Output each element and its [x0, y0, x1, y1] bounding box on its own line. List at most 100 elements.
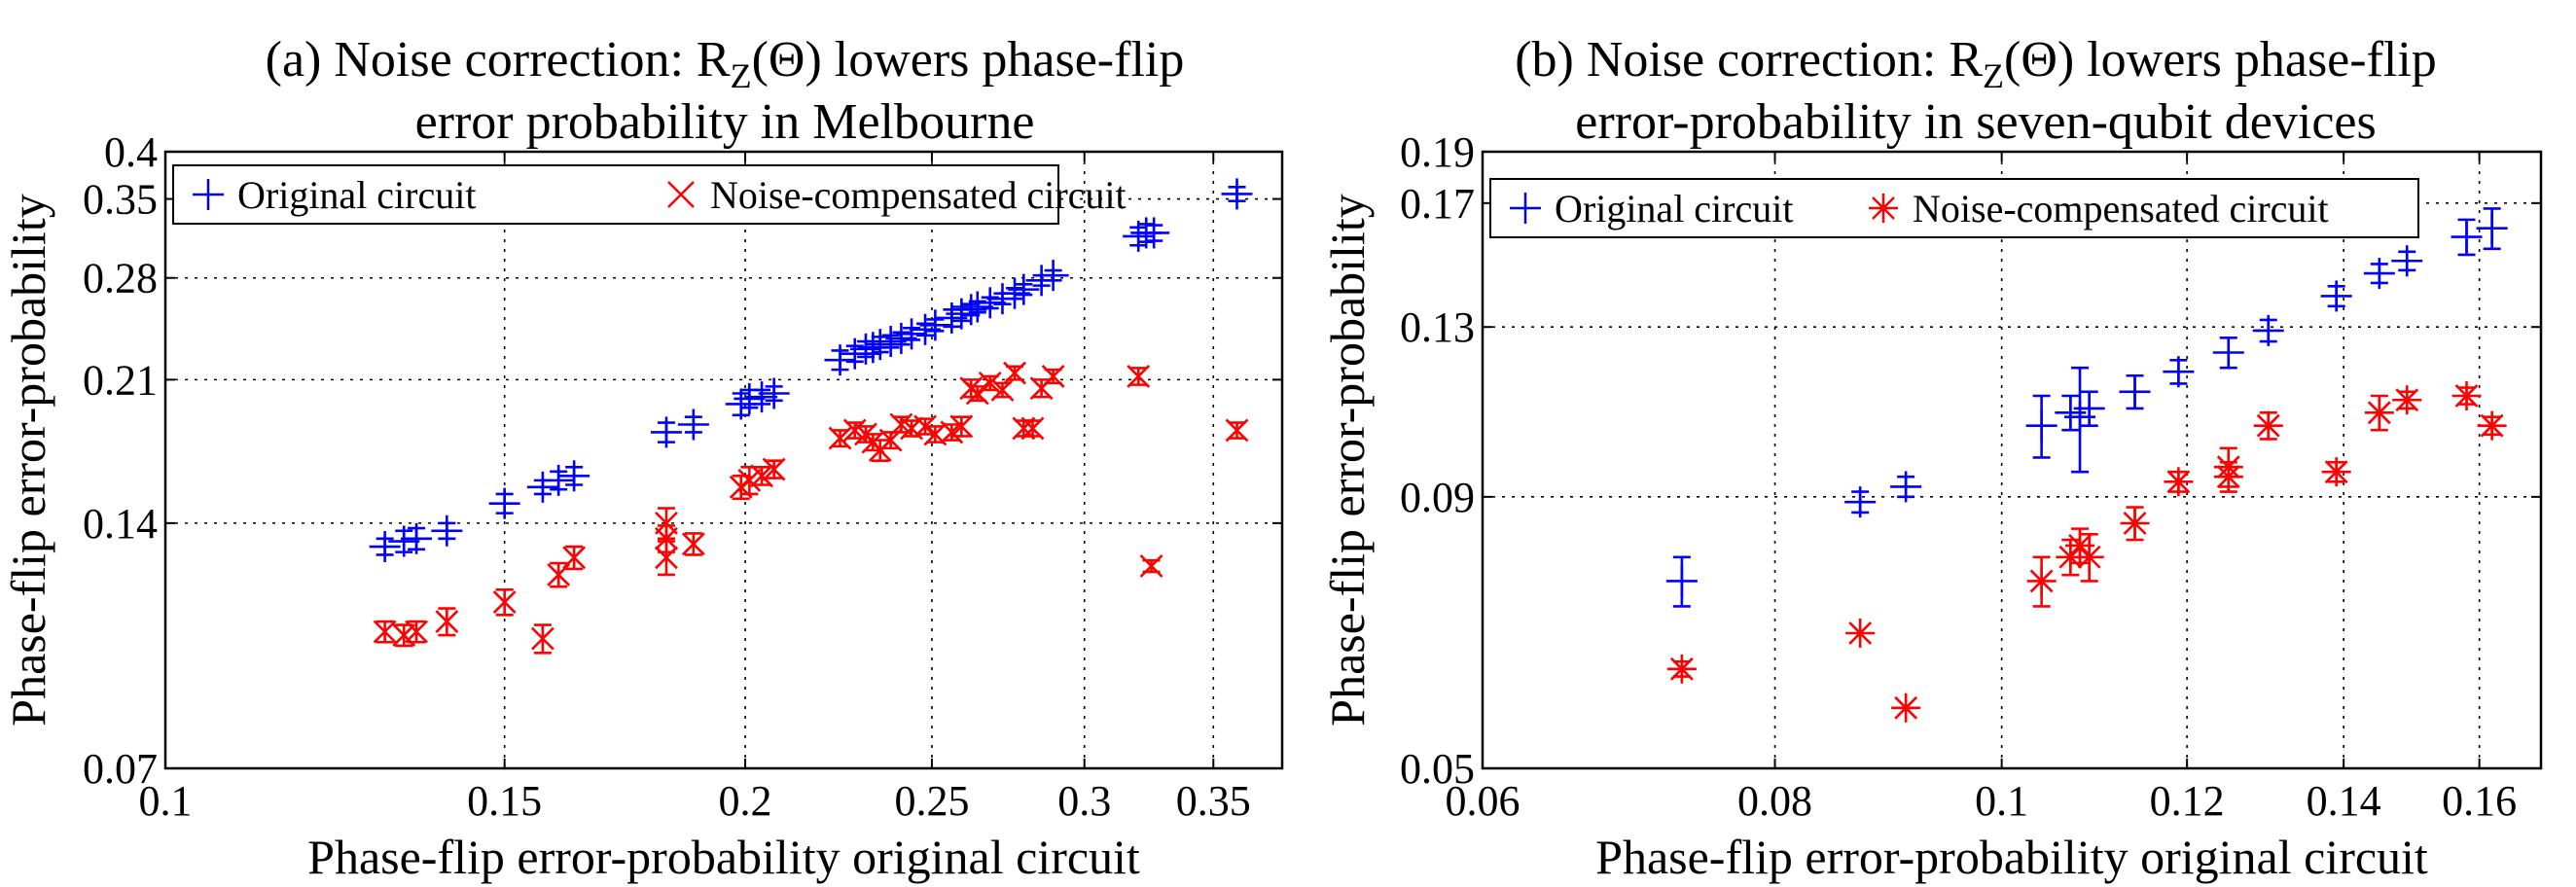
y-tick-label: 0.14	[83, 500, 158, 548]
series-original	[369, 178, 1253, 563]
data-point	[2253, 410, 2283, 441]
data-point	[1845, 619, 1876, 649]
data-point	[488, 487, 520, 519]
data-point	[401, 522, 433, 554]
data-point	[1891, 692, 1921, 723]
axis-ticks: 0.06 0.08 0.1 0.12 0.14 0.16 0.05 0.09 0.13 0.170…	[1400, 128, 2541, 825]
data-point	[737, 466, 762, 496]
x-tick-label: 0.16	[2442, 777, 2517, 825]
data-point	[2252, 314, 2284, 346]
data-point	[2212, 337, 2244, 370]
data-point	[733, 382, 766, 414]
x-axis-label: Phase-flip error-probability original ci…	[307, 830, 1140, 884]
x-tick-label: 0.1	[139, 777, 193, 825]
data-point	[2363, 258, 2395, 290]
data-point	[2477, 410, 2507, 441]
x-tick-label: 0.3	[1057, 777, 1111, 825]
data-point	[2321, 457, 2351, 487]
legend-marker-compensated	[1869, 194, 1898, 223]
data-point	[2074, 533, 2104, 583]
y-tick-label: 0.35	[83, 176, 158, 224]
data-point	[978, 371, 1002, 395]
y-tick-label: 0.09	[1400, 474, 1475, 521]
data-point	[526, 471, 558, 503]
data-point	[919, 309, 951, 341]
data-point	[839, 337, 871, 370]
chart-title-line2: error-probability in seven-qubit devices	[1575, 94, 2376, 150]
chart-title-line1: (a) Noise correction: RZ(Θ) lowers phase…	[266, 32, 1185, 95]
data-point	[681, 532, 705, 556]
data-point	[2120, 506, 2150, 542]
data-point	[990, 378, 1015, 402]
data-point	[1139, 554, 1163, 578]
data-point	[2451, 380, 2482, 410]
y-tick-label: 0.28	[83, 255, 158, 302]
data-point	[750, 464, 774, 488]
chart-title-line1: (b) Noise correction: RZ(Θ) lowers phase…	[1515, 32, 2437, 95]
data-point	[388, 525, 420, 557]
data-point	[746, 381, 778, 413]
data-point	[369, 531, 401, 563]
data-point	[758, 377, 790, 409]
data-point	[435, 607, 459, 637]
y-tick-label: 0.05	[1400, 745, 1475, 793]
plot-area-frame	[1481, 150, 2543, 770]
data-point	[1037, 260, 1069, 292]
y-tick-label: 0.17	[1400, 180, 1475, 228]
data-point	[2391, 245, 2423, 277]
data-point	[1020, 416, 1045, 441]
data-point	[431, 514, 463, 547]
legend-marker-original	[1510, 193, 1541, 224]
data-point	[900, 416, 923, 441]
data-point	[2364, 394, 2394, 432]
data-point	[1041, 365, 1065, 388]
series-compensated	[373, 361, 1249, 655]
x-tick-label: 0.08	[1737, 777, 1812, 825]
data-point	[650, 416, 682, 448]
data-point	[373, 620, 397, 644]
y-tick-label: 0.07	[83, 745, 158, 793]
data-point	[562, 545, 587, 571]
data-point	[2073, 390, 2105, 427]
data-point	[2025, 394, 2057, 459]
data-point	[1844, 486, 1877, 518]
y-tick-label: 0.19	[1400, 128, 1475, 176]
legend-label-compensated: Noise-compensated circuit	[710, 173, 1127, 217]
data-point	[1029, 376, 1054, 401]
plot-area-frame	[163, 150, 1284, 770]
data-point	[2320, 280, 2352, 312]
data-point	[961, 291, 993, 323]
y-tick-label: 0.21	[83, 356, 158, 404]
grid-lines	[165, 152, 1282, 768]
x-tick-label: 0.14	[2307, 777, 2381, 825]
data-point	[543, 464, 575, 496]
data-point	[2026, 555, 2057, 608]
data-point	[1221, 178, 1253, 210]
data-point	[1003, 361, 1026, 385]
y-tick-label: 0.4	[104, 128, 158, 176]
data-point	[492, 587, 517, 617]
data-point	[2064, 366, 2096, 474]
legend-marker-compensated	[667, 181, 695, 208]
legend-marker-original	[193, 179, 224, 210]
legend-frame	[1489, 178, 2419, 238]
data-point	[2213, 446, 2243, 488]
data-point	[1665, 555, 1698, 608]
data-point	[974, 287, 1006, 319]
x-tick-label: 0.06	[1446, 777, 1521, 825]
data-point	[530, 623, 555, 655]
data-point	[913, 414, 937, 439]
data-point	[558, 460, 590, 492]
data-point	[725, 388, 757, 420]
grid-lines	[1483, 152, 2541, 768]
data-point	[2163, 356, 2195, 388]
y-tick-label: 0.13	[1400, 303, 1475, 351]
data-point	[2164, 467, 2194, 497]
x-tick-label: 0.35	[1176, 777, 1251, 825]
data-point	[2451, 218, 2483, 257]
data-point	[2392, 385, 2422, 415]
x-axis-label: Phase-flip error-probability original ci…	[1595, 830, 2428, 884]
data-point	[1890, 471, 1922, 503]
y-axis-label: Phase-flip error-probability	[1, 194, 55, 726]
chart-panel-a: (a) Noise correction: RZ(Θ) lowers phase…	[1, 32, 1284, 884]
